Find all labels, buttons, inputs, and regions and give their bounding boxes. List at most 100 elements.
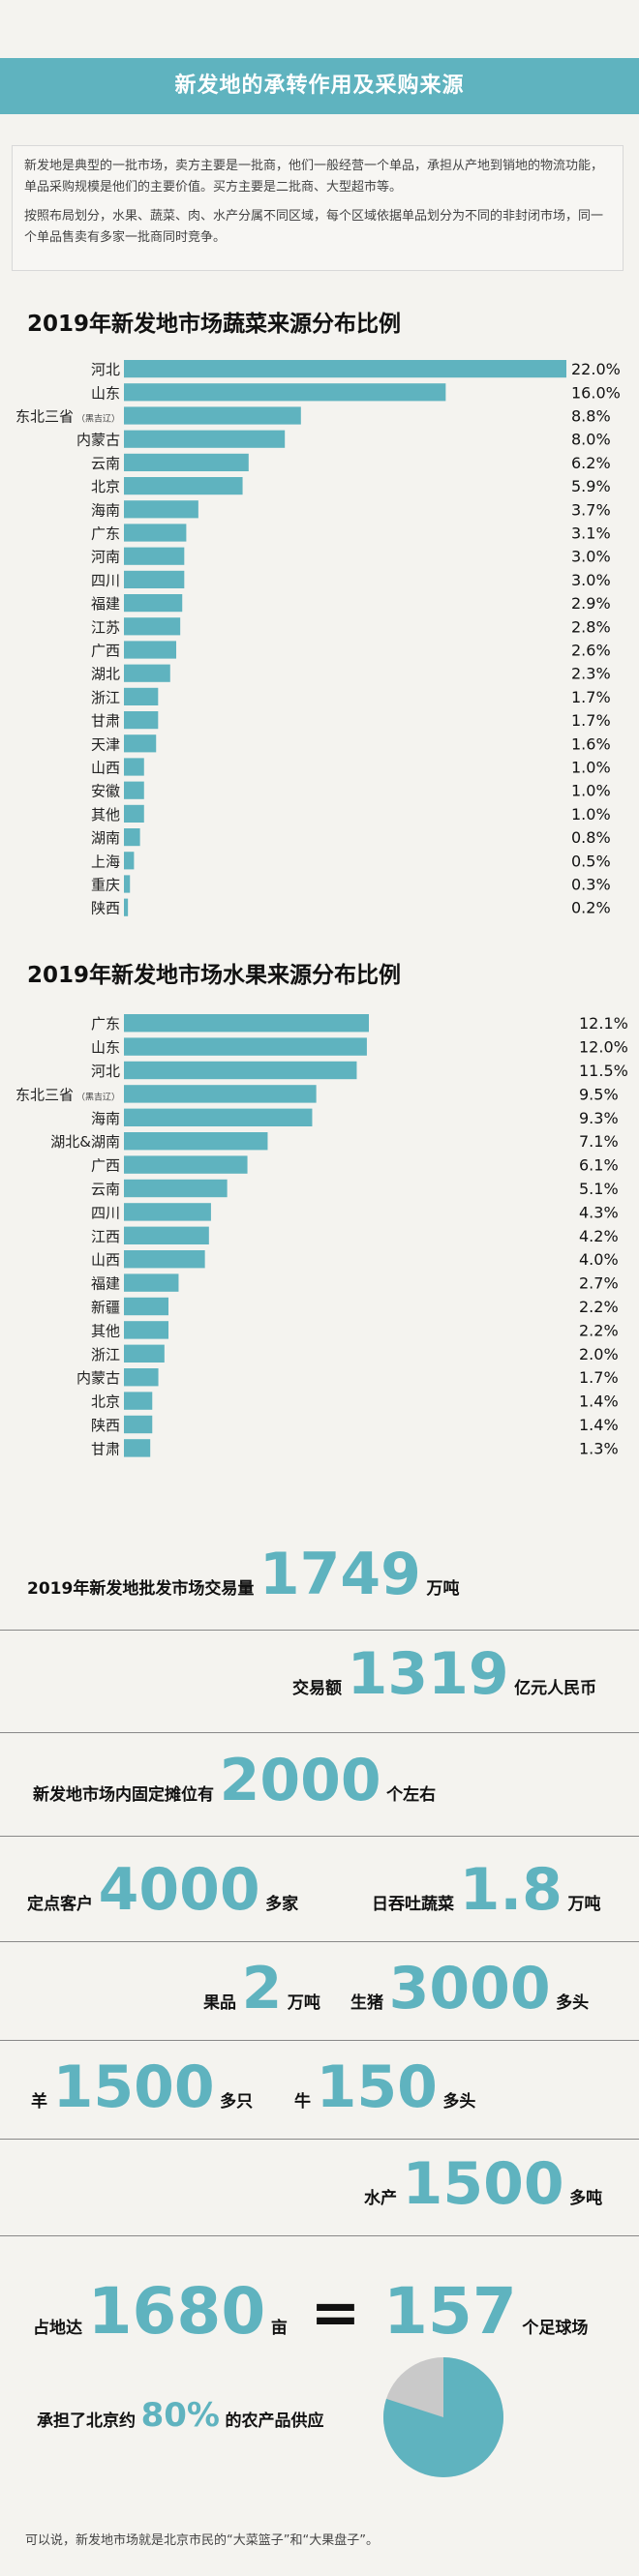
value-label: 0.3% <box>571 876 611 894</box>
value-label: 7.1% <box>579 1132 619 1151</box>
value-label: 2.9% <box>571 594 611 613</box>
value-label: 2.3% <box>571 665 611 683</box>
category-label: 上海 <box>91 853 120 870</box>
category-label: 其他 <box>91 1322 120 1339</box>
value-label: 3.1% <box>571 524 611 543</box>
stat-cattle-number: 150 <box>316 2053 438 2121</box>
value-label: 1.7% <box>571 688 611 706</box>
category-label: 湖南 <box>91 829 120 847</box>
stat-sheep-number: 1500 <box>52 2053 215 2121</box>
value-label: 5.9% <box>571 477 611 495</box>
veg-chart: 河北 22.0% 山东 16.0% 东北三省 （黑吉辽） 8.8% 内蒙古 8.0% 云南 6.2%… <box>15 360 621 917</box>
divider <box>0 1941 639 1942</box>
stat-area: 占地达 1680 亩 = 157 个足球场 <box>33 2274 588 2349</box>
category-label: 海南 <box>91 1110 120 1127</box>
bar <box>124 1061 357 1080</box>
stat-stalls-label: 新发地市场内固定摊位有 <box>33 1785 214 1805</box>
stat-supply: 承担了北京约 80% 的农产品供应 <box>37 2396 324 2435</box>
stat-fruit-daily: 果品 2 万吨 <box>203 1955 320 2022</box>
value-label: 2.6% <box>571 642 611 660</box>
intro-box: 新发地是典型的一批市场，卖方主要是一批商，他们一般经营一个单品，承担从产地到销地… <box>12 145 624 271</box>
stat-volume-unit: 万吨 <box>426 1579 460 1599</box>
stat-aquatic: 水产 1500 多吨 <box>364 2150 602 2218</box>
value-label: 1.0% <box>571 782 611 800</box>
value-label: 1.4% <box>579 1393 619 1411</box>
category-label: 北京 <box>91 1393 120 1411</box>
value-label: 8.0% <box>571 431 611 449</box>
category-label: 重庆 <box>91 877 120 894</box>
stat-area-unit: 亩 <box>270 2319 288 2338</box>
category-label: 广西 <box>91 1157 120 1175</box>
category-label: 山西 <box>91 1251 120 1269</box>
stat-volume-label: 2019年新发地批发市场交易量 <box>27 1579 255 1599</box>
bar <box>124 570 185 588</box>
category-label: 安徽 <box>91 783 120 800</box>
category-label: 江苏 <box>91 618 120 636</box>
bar <box>124 1085 317 1103</box>
category-label: 陕西 <box>91 900 120 917</box>
stat-volume: 2019年新发地批发市场交易量 1749 万吨 <box>27 1541 459 1608</box>
stat-fruit-daily-unit: 万吨 <box>287 1993 320 2013</box>
value-label: 6.2% <box>571 454 611 472</box>
bar <box>124 1037 367 1056</box>
stat-turnover-number: 1319 <box>347 1640 509 1708</box>
stat-aquatic-unit: 多吨 <box>569 2189 603 2208</box>
bar <box>124 1203 211 1221</box>
value-label: 2.8% <box>571 617 611 636</box>
bar <box>124 711 159 730</box>
stat-cattle-unit: 多头 <box>442 2092 476 2112</box>
stat-clients-label: 定点客户 <box>27 1895 93 1914</box>
bar <box>124 1250 205 1269</box>
bar <box>124 781 144 799</box>
stat-supply-number: 80% <box>140 2396 220 2435</box>
stat-aquatic-label: 水产 <box>364 2189 397 2208</box>
value-label: 1.3% <box>579 1439 619 1457</box>
value-label: 4.2% <box>579 1227 619 1245</box>
bar <box>124 828 140 847</box>
value-label: 0.8% <box>571 828 611 847</box>
bar <box>124 1014 369 1033</box>
bar <box>124 1297 168 1316</box>
value-label: 4.0% <box>579 1250 619 1269</box>
bar <box>124 1273 179 1292</box>
page-title: 新发地的承转作用及采购来源 <box>174 74 465 98</box>
category-label: 河北 <box>91 361 120 378</box>
stat-pigs-label: 生猪 <box>350 1993 383 2013</box>
divider <box>0 1630 639 1631</box>
stat-pigs-number: 3000 <box>388 1955 551 2022</box>
stat-clients-unit: 多家 <box>265 1895 299 1914</box>
stat-area-number: 1680 <box>87 2274 266 2349</box>
category-label: 河北 <box>91 1063 120 1080</box>
value-label: 12.0% <box>579 1038 628 1057</box>
value-label: 1.0% <box>571 759 611 777</box>
category-label: 东北三省 <box>15 408 74 426</box>
intro-paragraph-2: 按照布局划分，水果、蔬菜、肉、水产分属不同区域，每个区域依据单品划分为不同的非封… <box>24 209 604 245</box>
value-label: 9.5% <box>579 1085 619 1103</box>
stat-veg-daily-unit: 万吨 <box>567 1895 601 1914</box>
category-label: 福建 <box>91 1275 120 1293</box>
value-label: 8.8% <box>571 407 611 426</box>
category-label: 其他 <box>91 806 120 824</box>
bar <box>124 1155 248 1174</box>
bar <box>124 594 183 613</box>
bar <box>124 1108 313 1126</box>
bar <box>124 1321 168 1339</box>
value-label: 5.1% <box>579 1180 619 1198</box>
supply-pie <box>383 2357 503 2477</box>
value-label: 16.0% <box>571 383 621 402</box>
value-label: 2.2% <box>579 1321 619 1339</box>
category-label: 云南 <box>91 455 120 472</box>
stat-veg-daily-label: 日吞吐蔬菜 <box>372 1895 454 1914</box>
bar <box>124 641 177 659</box>
stat-stalls-number: 2000 <box>219 1747 381 1814</box>
bar <box>124 477 243 495</box>
category-label: 陕西 <box>91 1417 120 1434</box>
bar <box>124 500 198 519</box>
value-label: 1.7% <box>571 711 611 730</box>
category-label: 东北三省 <box>15 1086 74 1103</box>
value-label: 0.5% <box>571 852 611 870</box>
category-label: 新疆 <box>91 1299 120 1316</box>
category-note: （黑吉辽） <box>76 1092 120 1102</box>
bar <box>124 734 157 753</box>
bar <box>124 1392 153 1410</box>
